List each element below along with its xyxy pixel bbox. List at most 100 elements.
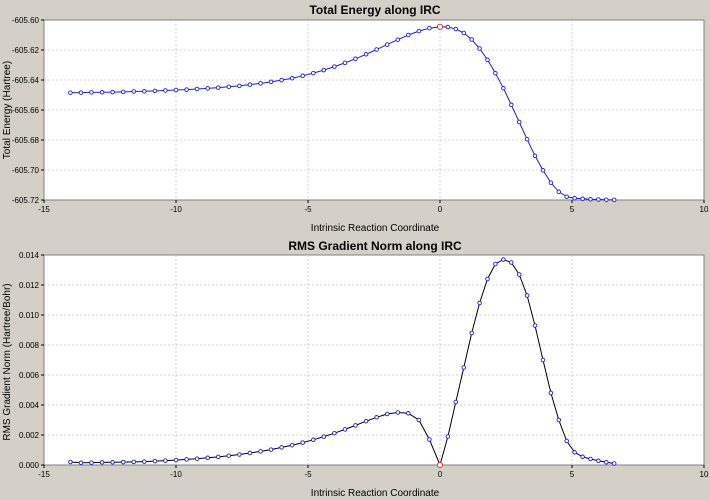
data-point [184, 87, 189, 92]
data-point [68, 459, 73, 465]
data-point [477, 46, 482, 51]
data-point [226, 84, 232, 89]
data-point [163, 458, 168, 463]
x-tick-label: 5 [570, 205, 575, 214]
data-point [477, 300, 482, 306]
data-point [205, 455, 210, 461]
data-point [501, 85, 506, 91]
data-point [548, 390, 554, 396]
x-axis: -15 -10 -5 0 5 10 [38, 465, 709, 479]
total-energy-chart: Total Energy along IRC -15 -10 -5 0 5 10 -605… [2, 3, 709, 234]
data-point [152, 458, 158, 464]
x-axis: -15 -10 -5 0 5 10 [38, 200, 709, 214]
data-point [289, 75, 295, 81]
data-point [99, 90, 105, 95]
x-tick-label: -15 [38, 205, 50, 214]
data-point [572, 195, 577, 201]
y-tick-label: -605.70 [12, 166, 40, 175]
data-point [395, 410, 401, 415]
data-point [342, 60, 348, 66]
data-point [493, 261, 498, 267]
data-point [353, 56, 358, 62]
data-point [532, 153, 538, 159]
x-tick-label: 10 [700, 470, 709, 479]
data-point [237, 83, 242, 89]
data-point [311, 437, 316, 443]
data-point [279, 445, 284, 450]
y-axis-label: Total Energy (Hartree) [2, 61, 13, 159]
data-point [215, 85, 221, 90]
x-axis-label: Intrinsic Reaction Coordinate [311, 223, 440, 234]
data-point [509, 102, 514, 108]
data-point [152, 88, 158, 94]
plot-area [43, 254, 705, 466]
data-point [445, 24, 451, 30]
y-tick-label: 0.002 [19, 431, 40, 440]
data-point [540, 357, 546, 363]
x-tick-label: 0 [438, 470, 443, 479]
data-point [184, 457, 189, 462]
data-point [604, 197, 609, 202]
y-tick-label: 0.000 [19, 461, 40, 470]
grid [44, 20, 704, 200]
data-point [596, 458, 601, 464]
y-tick-label: 0.006 [19, 371, 40, 380]
data-point [384, 42, 390, 47]
data-point [406, 411, 411, 416]
data-point [461, 30, 467, 36]
y-axis: 0.000 0.002 0.004 0.006 0.008 0.010 0.012 0.014 [19, 251, 44, 470]
data-point [300, 440, 305, 445]
y-tick-label: -605.72 [12, 196, 40, 205]
data-point [247, 82, 253, 87]
y-tick-label: 0.010 [19, 311, 40, 320]
data-point [588, 197, 593, 202]
data-point [556, 417, 562, 423]
data-point [548, 180, 554, 185]
data-point [279, 77, 284, 83]
data-point [194, 456, 200, 461]
y-tick-label: 0.008 [19, 341, 40, 350]
x-tick-label: -5 [304, 205, 312, 214]
series-line [70, 258, 615, 467]
data-point [321, 67, 327, 73]
data-point [215, 454, 221, 460]
x-tick-label: -10 [170, 205, 182, 214]
data-point [237, 452, 242, 457]
data-point [406, 32, 411, 38]
data-point [258, 81, 263, 86]
data-point [485, 57, 490, 62]
data-point [194, 86, 200, 92]
data-point [110, 460, 115, 465]
data-point [300, 73, 305, 79]
data-point [110, 89, 115, 95]
data-point [120, 89, 126, 95]
data-point [493, 70, 498, 76]
data-point [89, 90, 94, 95]
data-point [596, 197, 601, 202]
data-point [445, 434, 451, 439]
x-axis-label: Intrinsic Reaction Coordinate [311, 488, 440, 499]
data-point [311, 70, 316, 76]
transition-state-point [436, 461, 444, 469]
data-point [78, 90, 84, 95]
x-tick-label: -5 [304, 470, 312, 479]
data-point [142, 89, 147, 94]
data-point [89, 460, 94, 465]
data-point [342, 427, 348, 432]
data-point [588, 456, 593, 462]
y-tick-label: -605.68 [12, 136, 40, 145]
rms-gradient-chart: RMS Gradient Norm along IRC -15 -10 -5 0 5 10… [2, 239, 709, 499]
data-point [532, 323, 538, 328]
data-point [99, 460, 105, 465]
data-point [131, 89, 137, 94]
data-point [332, 430, 337, 436]
data-point [332, 64, 337, 69]
data-point [427, 437, 432, 442]
data-point [395, 37, 401, 42]
data-point [142, 459, 147, 464]
energy-series [68, 23, 617, 203]
data-point [461, 365, 467, 370]
data-point [226, 453, 232, 458]
data-point [427, 25, 432, 31]
series-line [70, 26, 615, 201]
